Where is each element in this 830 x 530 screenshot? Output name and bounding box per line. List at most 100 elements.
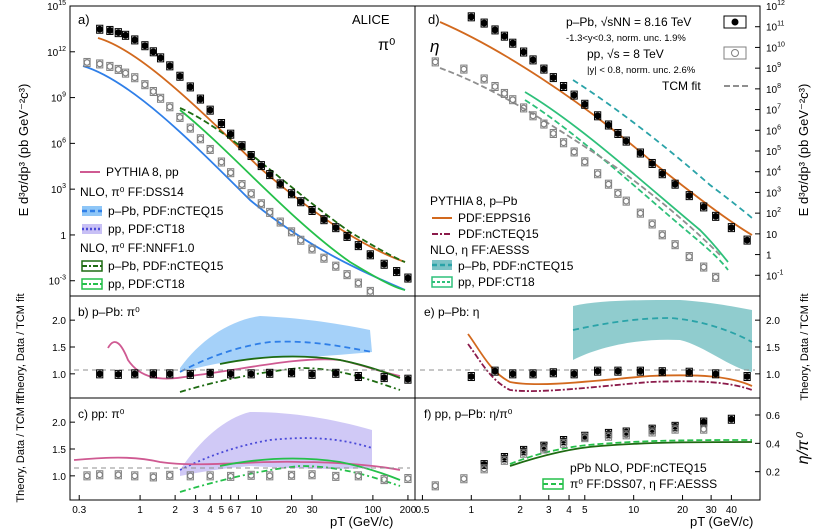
data-point xyxy=(560,439,567,447)
data-point xyxy=(685,192,693,200)
curve-nnff-ppb-b xyxy=(179,367,401,393)
y-tick-label: 1.5 xyxy=(52,343,66,354)
panel-f-frame xyxy=(414,397,761,501)
data-point xyxy=(218,158,225,166)
x-tick-label: 6 xyxy=(228,505,234,516)
data-point xyxy=(122,69,129,77)
data-point xyxy=(332,262,340,270)
data-point xyxy=(332,472,340,480)
data-point xyxy=(529,112,537,120)
legend-nnff-pp: pp, PDF:CT18 xyxy=(108,277,185,291)
legend-nlo-aesss: NLO, η FF:AESSS xyxy=(430,243,529,257)
band-ppb-nlo-pi0 xyxy=(180,316,372,372)
data-point xyxy=(570,370,578,378)
x-tick-label: 2 xyxy=(172,505,178,516)
data-point xyxy=(404,475,412,482)
data-point xyxy=(96,471,104,479)
curve-nnff-pp-c2 xyxy=(219,457,401,481)
data-point xyxy=(288,190,295,198)
data-point xyxy=(614,189,622,197)
data-point xyxy=(320,216,328,224)
y-tick-label: 1.0 xyxy=(52,370,66,381)
y-axis-label-eta-pi: η/π⁰ xyxy=(795,431,812,464)
data-point xyxy=(157,94,164,102)
data-point xyxy=(354,373,362,380)
x-tick-label: 30 xyxy=(706,505,718,516)
data-point xyxy=(157,54,164,62)
data-point xyxy=(149,88,157,95)
data-point xyxy=(266,171,274,178)
data-point xyxy=(166,103,174,111)
x-tick-label: 2 xyxy=(517,505,523,516)
band-ppb-nlo-eta xyxy=(573,300,752,372)
data-point xyxy=(671,180,679,188)
data-point xyxy=(605,121,612,129)
x-tick-label: 0.5 xyxy=(415,505,429,516)
y-tick-label: 2.0 xyxy=(52,316,66,327)
data-point xyxy=(520,449,528,457)
pi0-label: π⁰ xyxy=(378,37,395,54)
curve-eta-pi-nlo-2 xyxy=(509,441,753,467)
data-point xyxy=(728,415,735,423)
data-point xyxy=(594,367,602,375)
y-tick-label: 10 xyxy=(766,230,778,241)
curve-eta-pi-nlo xyxy=(509,439,753,465)
legend-pp-label: pp, √s = 8 TeV xyxy=(587,47,664,61)
data-point xyxy=(114,471,122,479)
legend-top-right: p–Pb, √sNN = 8.16 TeV -1.3<y<0.3, norm. … xyxy=(566,15,748,93)
curve-ppb-pi0-nnff xyxy=(179,107,406,263)
data-point xyxy=(176,72,184,80)
data-point xyxy=(380,374,388,382)
data-point xyxy=(380,260,388,268)
legend-eta-pp: pp, PDF:CT18 xyxy=(458,275,535,289)
data-point xyxy=(431,58,439,66)
data-point xyxy=(206,106,214,114)
data-point xyxy=(238,142,246,150)
data-point xyxy=(106,63,114,70)
legend-ppb-sub: -1.3<y<0.3, norm. unc. 1.9% xyxy=(566,33,686,44)
data-point xyxy=(648,160,656,167)
data-point xyxy=(581,434,589,442)
data-point xyxy=(114,370,122,378)
data-point xyxy=(83,472,91,480)
data-point xyxy=(186,124,194,132)
data-point xyxy=(491,367,499,375)
data-point xyxy=(83,59,91,66)
data-point xyxy=(247,190,255,198)
legend-nlo-dss14: NLO, π⁰ FF:DSS14 xyxy=(80,185,184,199)
y-tick-label: 0.2 xyxy=(766,468,780,479)
data-point xyxy=(96,25,104,33)
y-axis-label-right: E d³σ/dp³ (pb GeV⁻²c³) xyxy=(796,84,811,217)
data-point xyxy=(622,197,630,205)
data-point xyxy=(404,375,412,383)
data-point xyxy=(614,130,622,137)
legend-eta-ppb: p–Pb, PDF:nCTEQ15 xyxy=(458,259,574,273)
data-point xyxy=(297,198,305,206)
y-axis-label-ratio-c: Theory, Data / TCM fit xyxy=(15,395,27,502)
data-point xyxy=(166,370,174,378)
curve-ppb-eta-nlo xyxy=(572,79,753,219)
data-point xyxy=(247,471,255,479)
data-point xyxy=(501,456,508,464)
x-tick-label: 30 xyxy=(306,505,318,516)
data-point xyxy=(354,472,362,480)
data-point xyxy=(343,233,351,240)
data-point xyxy=(122,31,129,39)
data-point xyxy=(594,170,602,178)
data-point xyxy=(96,60,104,68)
data-point xyxy=(238,181,246,188)
data-point xyxy=(658,368,666,376)
data-point xyxy=(509,370,517,378)
legend-pythia: PYTHIA 8, pp xyxy=(106,165,179,179)
data-point xyxy=(648,220,656,228)
x-tick-label: 1 xyxy=(469,505,475,516)
data-point xyxy=(491,26,499,34)
y-axis-label-ratio-b: Theory, Data / TCM fit xyxy=(15,293,27,400)
legend-right: PYTHIA 8, p–Pb PDF:EPPS16 PDF:nCTEQ15 NL… xyxy=(430,194,574,289)
legend-ppb-marker-box xyxy=(723,15,747,29)
data-point xyxy=(114,66,122,73)
curve-pp-ct18 xyxy=(179,437,373,471)
data-point xyxy=(509,96,517,104)
y-tick-label: 0.4 xyxy=(766,439,780,450)
data-layer xyxy=(83,12,751,491)
